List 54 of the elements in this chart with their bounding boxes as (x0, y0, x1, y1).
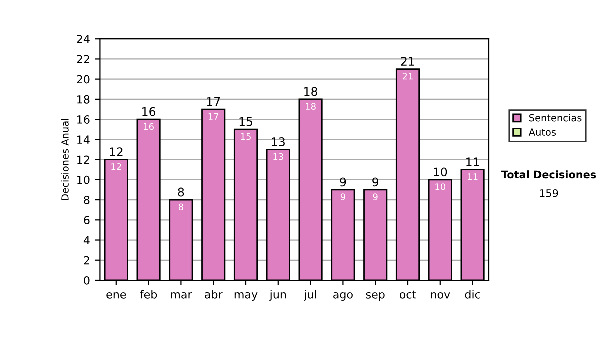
y-tick-label: 12 (78, 156, 90, 164)
x-tick-label: oct (400, 290, 416, 299)
x-tick-label: ago (334, 292, 353, 301)
total-label: 15 (240, 118, 252, 126)
data-label: 12 (112, 163, 122, 170)
y-tick-label: 10 (78, 176, 90, 184)
total-label: 16 (142, 107, 156, 116)
x-tick-label: sep (366, 292, 385, 301)
legend-label: Sentencias (530, 114, 582, 122)
legend-label: Autos (528, 128, 556, 136)
total-label: 13 (272, 138, 285, 146)
y-tick-label: 8 (84, 196, 90, 204)
data-label: 10 (436, 184, 446, 190)
total-label: 11 (466, 158, 480, 166)
total-label: 18 (304, 87, 318, 96)
text: Total Decisiones (501, 170, 596, 179)
y-tick-label: 24 (77, 35, 90, 44)
y-tick-label: 22 (77, 55, 90, 64)
data-label: 17 (208, 113, 219, 120)
total-label: 10 (434, 168, 448, 177)
x-tick-label: ene (106, 292, 126, 299)
data-label: 8 (178, 204, 184, 211)
total-label: 9 (340, 178, 346, 187)
y-tick-label: 2 (84, 256, 90, 265)
x-tick-label: feb (140, 290, 158, 299)
y-tick-label: 6 (84, 216, 90, 225)
x-tick-label: jun (270, 290, 286, 301)
data-label: 21 (402, 72, 413, 80)
total-label: 17 (207, 97, 220, 106)
data-label: 18 (306, 103, 316, 110)
data-label: 11 (468, 174, 478, 180)
y-axis-title: Decisiones Anual (61, 119, 69, 200)
y-tick-label: 20 (77, 75, 90, 84)
data-label: 15 (241, 133, 251, 140)
x-tick-label: dic (465, 290, 480, 299)
text: 159 (540, 189, 558, 198)
total-label: 12 (110, 148, 123, 156)
x-tick-label: mar (171, 292, 192, 299)
data-label: 13 (274, 153, 284, 160)
y-tick-label: 14 (78, 136, 90, 144)
y-tick-label: 0 (84, 276, 90, 285)
total-label: 8 (178, 188, 184, 197)
total-label: 9 (372, 178, 379, 187)
x-tick-label: jul (304, 290, 316, 301)
x-tick-label: may (234, 292, 258, 301)
data-label: 9 (340, 194, 346, 200)
data-label: 16 (144, 123, 154, 130)
y-tick-label: 18 (78, 95, 90, 104)
y-tick-label: 4 (84, 236, 90, 244)
x-tick-label: abr (205, 290, 223, 299)
x-tick-label: nov (431, 292, 450, 299)
data-label: 9 (373, 194, 378, 200)
y-tick-label: 16 (78, 116, 90, 124)
total-label: 21 (401, 57, 414, 66)
